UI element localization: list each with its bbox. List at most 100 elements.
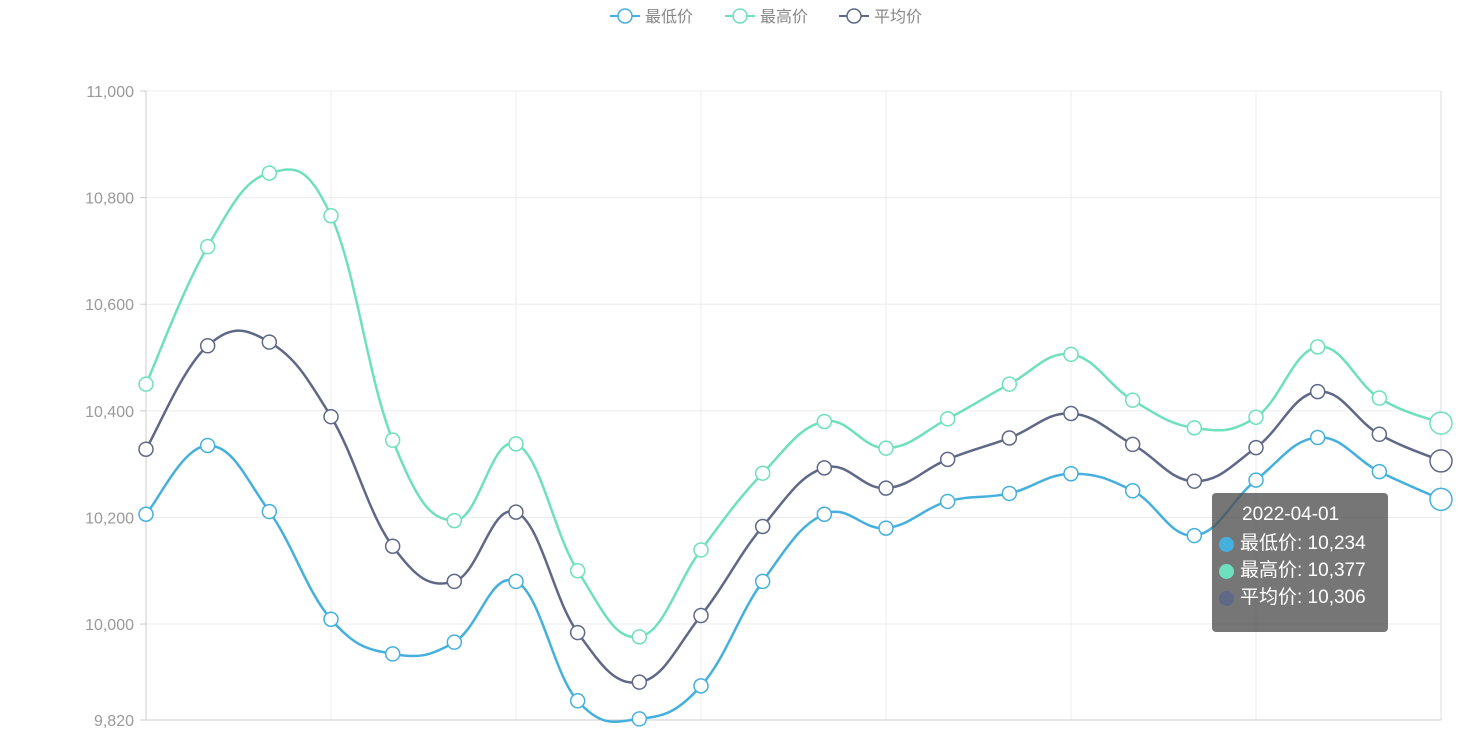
point-high	[446, 512, 463, 529]
y-tick-label: 10,400	[85, 404, 134, 421]
point-low	[693, 678, 709, 694]
point-high	[508, 436, 524, 452]
grid-lines	[146, 90, 1442, 720]
point-high	[939, 411, 956, 427]
tooltip-title: 2022-04-01	[1242, 504, 1340, 525]
legend[interactable]: 最低价 最高价 平均价	[610, 8, 922, 26]
point-avg	[878, 480, 894, 496]
point-avg	[1063, 405, 1079, 422]
y-tick-label: 10,600	[85, 297, 134, 314]
point-low	[878, 520, 894, 536]
point-low	[1001, 485, 1018, 502]
point-low	[1186, 527, 1203, 544]
point-avg	[693, 607, 709, 624]
point-avg	[569, 624, 586, 641]
tooltip-row-high: 最高价: 10,377	[1219, 559, 1378, 583]
point-avg	[1429, 449, 1453, 473]
point-high	[1124, 392, 1141, 408]
point-high	[1186, 420, 1203, 436]
series-points	[138, 165, 1453, 727]
point-high	[199, 238, 216, 255]
legend-label-high: 最高价	[760, 8, 808, 26]
point-high	[1309, 339, 1326, 355]
tooltip-label-high: 最高价: 10,377	[1240, 560, 1366, 581]
point-low	[1371, 463, 1388, 480]
point-avg	[261, 334, 278, 350]
point-avg	[323, 408, 339, 425]
axes	[140, 90, 1441, 721]
point-avg	[384, 538, 401, 554]
point-low	[1124, 483, 1141, 499]
point-low	[1063, 465, 1079, 482]
y-axis-labels: 9,820 10,000 10,200 10,400 10,600 10,800 11,00…	[85, 84, 134, 730]
point-low	[1248, 472, 1264, 488]
point-avg	[816, 460, 833, 476]
point-high	[1429, 411, 1453, 435]
point-low	[1309, 429, 1326, 446]
point-high	[384, 432, 401, 448]
point-high	[878, 440, 894, 456]
point-low	[754, 573, 771, 590]
legend-item-high[interactable]: 最高价	[725, 8, 808, 26]
tooltip: 2022-04-01 最低价: 10,234 最高价: 10,377 平均价: …	[1212, 493, 1388, 632]
point-low	[323, 611, 339, 628]
point-low	[939, 493, 956, 510]
point-avg	[754, 518, 771, 535]
point-high	[1063, 346, 1079, 363]
point-avg	[1001, 430, 1018, 446]
y-tick-label: 9,820	[94, 713, 134, 730]
point-high	[569, 562, 586, 579]
point-high	[261, 165, 278, 181]
point-high	[693, 542, 709, 558]
point-high	[1001, 376, 1018, 392]
point-avg	[138, 441, 154, 457]
tooltip-label-avg: 平均价: 10,306	[1240, 587, 1366, 608]
series-line-avg	[144, 329, 1442, 684]
point-avg	[1124, 436, 1141, 453]
legend-item-avg[interactable]: 平均价	[839, 8, 922, 26]
point-low	[508, 573, 524, 590]
point-avg	[631, 674, 648, 690]
tooltip-dot-low	[1219, 536, 1234, 552]
y-tick-label: 10,200	[85, 510, 134, 527]
point-high	[816, 413, 833, 430]
series-lines	[144, 168, 1442, 723]
point-low	[631, 711, 648, 727]
legend-marker-low	[617, 8, 633, 24]
point-avg	[1186, 473, 1203, 489]
point-avg	[1309, 383, 1326, 400]
tooltip-dot-avg	[1219, 590, 1234, 606]
legend-label-low: 最低价	[645, 8, 693, 26]
point-low	[1429, 487, 1453, 512]
point-low	[199, 437, 216, 454]
point-high	[1371, 390, 1388, 406]
point-low	[569, 693, 586, 709]
tooltip-row-avg: 平均价: 10,306	[1219, 586, 1378, 610]
point-low	[816, 506, 833, 522]
point-avg	[446, 573, 463, 590]
point-high	[631, 629, 648, 645]
point-high	[323, 207, 339, 224]
legend-item-low[interactable]: 最低价	[610, 8, 693, 26]
point-high	[754, 465, 771, 481]
legend-marker-avg	[846, 8, 862, 24]
legend-marker-high	[732, 8, 748, 24]
y-tick-label: 11,000	[86, 84, 134, 101]
point-high	[1248, 409, 1264, 425]
point-low	[138, 506, 154, 522]
y-tick-label: 10,000	[85, 617, 134, 634]
y-tick-label: 10,800	[85, 191, 134, 208]
point-avg	[939, 451, 956, 468]
tooltip-row-low: 最低价: 10,234	[1219, 532, 1378, 556]
point-low	[384, 646, 401, 662]
tooltip-dot-high	[1219, 563, 1234, 579]
point-avg	[1371, 426, 1388, 443]
point-avg	[199, 338, 216, 354]
legend-label-avg: 平均价	[874, 8, 922, 26]
series-line-high	[144, 168, 1442, 639]
tooltip-label-low: 最低价: 10,234	[1240, 533, 1366, 554]
point-low	[446, 634, 463, 650]
point-low	[261, 503, 278, 520]
point-avg	[508, 504, 524, 520]
